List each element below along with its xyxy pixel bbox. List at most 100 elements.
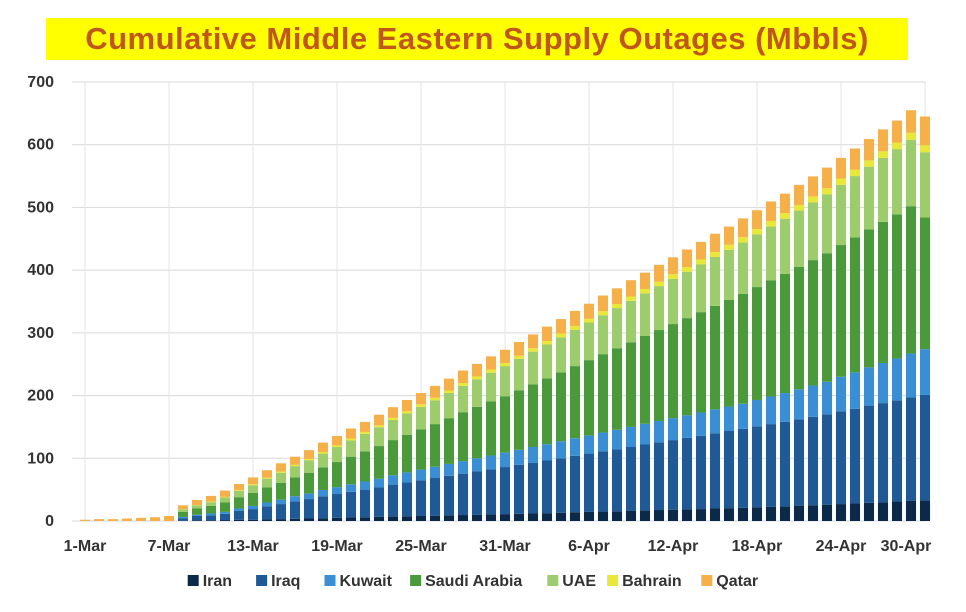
bar-segment-iraq (205, 515, 217, 521)
bar-segment-qatar (751, 210, 763, 230)
x-tick-label: 25-Mar (395, 538, 447, 555)
bar-segment-kuwait (331, 487, 343, 495)
bar-segment-bahrain (863, 160, 875, 167)
bar-segment-qatar (723, 226, 735, 245)
bar-segment-uae (597, 315, 609, 355)
bar-segment-uae (821, 194, 833, 254)
bar-segment-iraq (485, 469, 497, 515)
bar-segment-uae (345, 440, 357, 457)
bar-segment-saudi-arabia (401, 434, 413, 473)
bar-segment-qatar (149, 517, 161, 521)
bar-segment-bahrain (443, 390, 455, 394)
bar-segment-uae (303, 460, 315, 473)
bar-segment-iraq (667, 440, 679, 510)
bar-segment-uae (177, 509, 189, 512)
bar-segment-kuwait (261, 502, 273, 507)
bar-segment-bahrain (737, 237, 749, 243)
bar-segment-iraq (863, 405, 875, 503)
bar-segment-iran (373, 516, 385, 521)
bar-segment-qatar (485, 356, 497, 370)
bar-segment-bahrain (877, 151, 889, 158)
bar-segment-kuwait (429, 466, 441, 479)
bar-segment-qatar (317, 442, 329, 453)
bar-segment-iraq (303, 499, 315, 519)
bar-segment-uae (905, 139, 917, 207)
bar-segment-bahrain (723, 244, 735, 250)
bar-segment-kuwait (611, 429, 623, 450)
bar-segment-qatar (569, 310, 581, 326)
bar-segment-iraq (569, 455, 581, 513)
bar-segment-bahrain (331, 445, 343, 447)
bar-segment-uae (219, 497, 231, 503)
bar-segment-uae (569, 329, 581, 367)
bar-segment-qatar (135, 517, 147, 521)
bar-segment-iraq (877, 403, 889, 503)
bar-segment-uae (275, 472, 287, 483)
bar-segment-bahrain (205, 501, 217, 503)
bar-segment-kuwait (779, 393, 791, 422)
bar-segment-bahrain (541, 341, 553, 345)
bar-segment-kuwait (499, 452, 511, 468)
bar-segment-bahrain (793, 204, 805, 211)
bar-segment-qatar (79, 519, 91, 521)
bar-segment-iraq (919, 394, 931, 501)
bar-segment-uae (415, 406, 427, 430)
bar-segment-qatar (177, 505, 189, 510)
bar-segment-uae (387, 420, 399, 441)
bar-segment-qatar (107, 519, 119, 521)
bar-segment-iraq (499, 467, 511, 515)
bar-segment-kuwait (247, 505, 259, 510)
bar-segment-qatar (611, 288, 623, 305)
bar-segment-qatar (709, 233, 721, 252)
bar-segment-kuwait (835, 376, 847, 412)
bar-segment-saudi-arabia (695, 312, 707, 413)
bar-segment-iran (667, 509, 679, 521)
bar-segment-uae (233, 490, 245, 498)
bar-segment-qatar (373, 414, 385, 426)
y-tick-label: 0 (45, 513, 54, 530)
bar-segment-iraq (765, 424, 777, 507)
bar-segment-uae (695, 264, 707, 313)
bar-segment-iran (485, 514, 497, 521)
y-tick-label: 700 (27, 74, 54, 91)
bar-segment-saudi-arabia (681, 318, 693, 416)
bar-segment-qatar (583, 303, 595, 319)
bar-segment-iran (387, 516, 399, 521)
chart-title-banner: Cumulative Middle Eastern Supply Outages… (46, 18, 908, 60)
bar-segment-iran (401, 516, 413, 521)
bar-segment-qatar (821, 167, 833, 189)
bar-segment-iraq (835, 411, 847, 505)
bar-segment-iran (695, 509, 707, 521)
bar-segment-iran (303, 518, 315, 521)
bar-segment-iraq (807, 416, 819, 506)
bar-segment-bahrain (919, 145, 931, 153)
bar-segment-bahrain (219, 496, 231, 498)
bar-segment-bahrain (457, 383, 469, 386)
bar-segment-kuwait (891, 358, 903, 401)
bar-segment-iran (219, 520, 231, 521)
bar-segment-qatar (639, 272, 651, 289)
bar-segment-saudi-arabia (485, 401, 497, 456)
bar-segment-iran (233, 519, 245, 521)
bar-segment-bahrain (317, 452, 329, 454)
x-tick-label: 30-Apr (881, 538, 932, 555)
bar-segment-iran (877, 502, 889, 521)
bar-segment-iran (331, 517, 343, 521)
bar-segment-iraq (709, 433, 721, 509)
bar-segment-iran (905, 500, 917, 521)
bar-segment-bahrain (387, 417, 399, 421)
y-tick-label: 100 (27, 450, 54, 467)
bar-segment-saudi-arabia (569, 366, 581, 439)
bar-segment-kuwait (723, 406, 735, 432)
bar-segment-qatar (597, 295, 609, 312)
bar-segment-kuwait (597, 432, 609, 452)
bar-segment-bahrain (569, 325, 581, 330)
bar-segment-iran (835, 504, 847, 521)
bar-segment-iraq (387, 484, 399, 517)
bar-segment-kuwait (709, 409, 721, 434)
bar-segment-iraq (345, 491, 357, 518)
bar-segment-qatar (555, 319, 567, 334)
bar-segment-bahrain (471, 376, 483, 380)
bar-segment-saudi-arabia (765, 280, 777, 397)
